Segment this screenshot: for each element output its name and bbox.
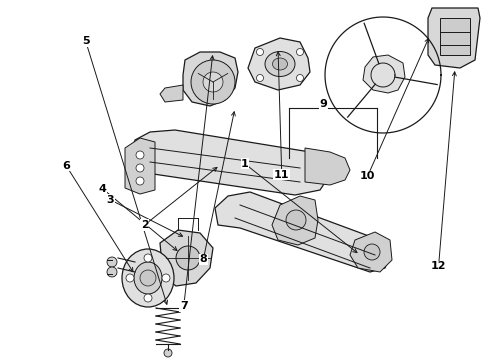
Text: 3: 3 <box>106 195 114 205</box>
Circle shape <box>136 151 144 159</box>
Circle shape <box>136 177 144 185</box>
Text: 4: 4 <box>99 184 107 194</box>
Ellipse shape <box>272 58 288 70</box>
Text: 1: 1 <box>241 159 249 169</box>
Circle shape <box>162 274 170 282</box>
Text: 2: 2 <box>141 220 148 230</box>
Text: 6: 6 <box>62 161 70 171</box>
Text: 11: 11 <box>274 170 290 180</box>
Circle shape <box>296 49 303 55</box>
Circle shape <box>256 75 264 81</box>
Ellipse shape <box>122 249 174 307</box>
Text: 7: 7 <box>180 301 188 311</box>
Polygon shape <box>248 38 310 90</box>
Circle shape <box>126 274 134 282</box>
Ellipse shape <box>134 262 162 294</box>
Circle shape <box>144 254 152 262</box>
Circle shape <box>191 60 235 104</box>
Polygon shape <box>305 148 350 185</box>
Polygon shape <box>363 55 405 93</box>
Text: 5: 5 <box>82 36 90 46</box>
Circle shape <box>164 349 172 357</box>
Polygon shape <box>350 232 392 272</box>
Text: 10: 10 <box>360 171 375 181</box>
Polygon shape <box>125 138 155 194</box>
Polygon shape <box>440 18 470 55</box>
Circle shape <box>296 75 303 81</box>
Polygon shape <box>272 196 318 245</box>
Circle shape <box>107 257 117 267</box>
Ellipse shape <box>265 51 295 77</box>
Circle shape <box>136 164 144 172</box>
Polygon shape <box>215 192 390 272</box>
Polygon shape <box>160 85 183 102</box>
Text: 8: 8 <box>199 254 207 264</box>
Polygon shape <box>183 52 238 106</box>
Polygon shape <box>428 8 480 68</box>
Circle shape <box>140 270 156 286</box>
Circle shape <box>256 49 264 55</box>
Polygon shape <box>130 130 328 195</box>
Circle shape <box>144 294 152 302</box>
Circle shape <box>286 210 306 230</box>
Circle shape <box>107 267 117 277</box>
Circle shape <box>364 244 380 260</box>
Text: 12: 12 <box>431 261 446 271</box>
Circle shape <box>176 246 200 270</box>
Polygon shape <box>160 230 213 286</box>
Circle shape <box>203 72 223 92</box>
Text: 9: 9 <box>319 99 327 109</box>
